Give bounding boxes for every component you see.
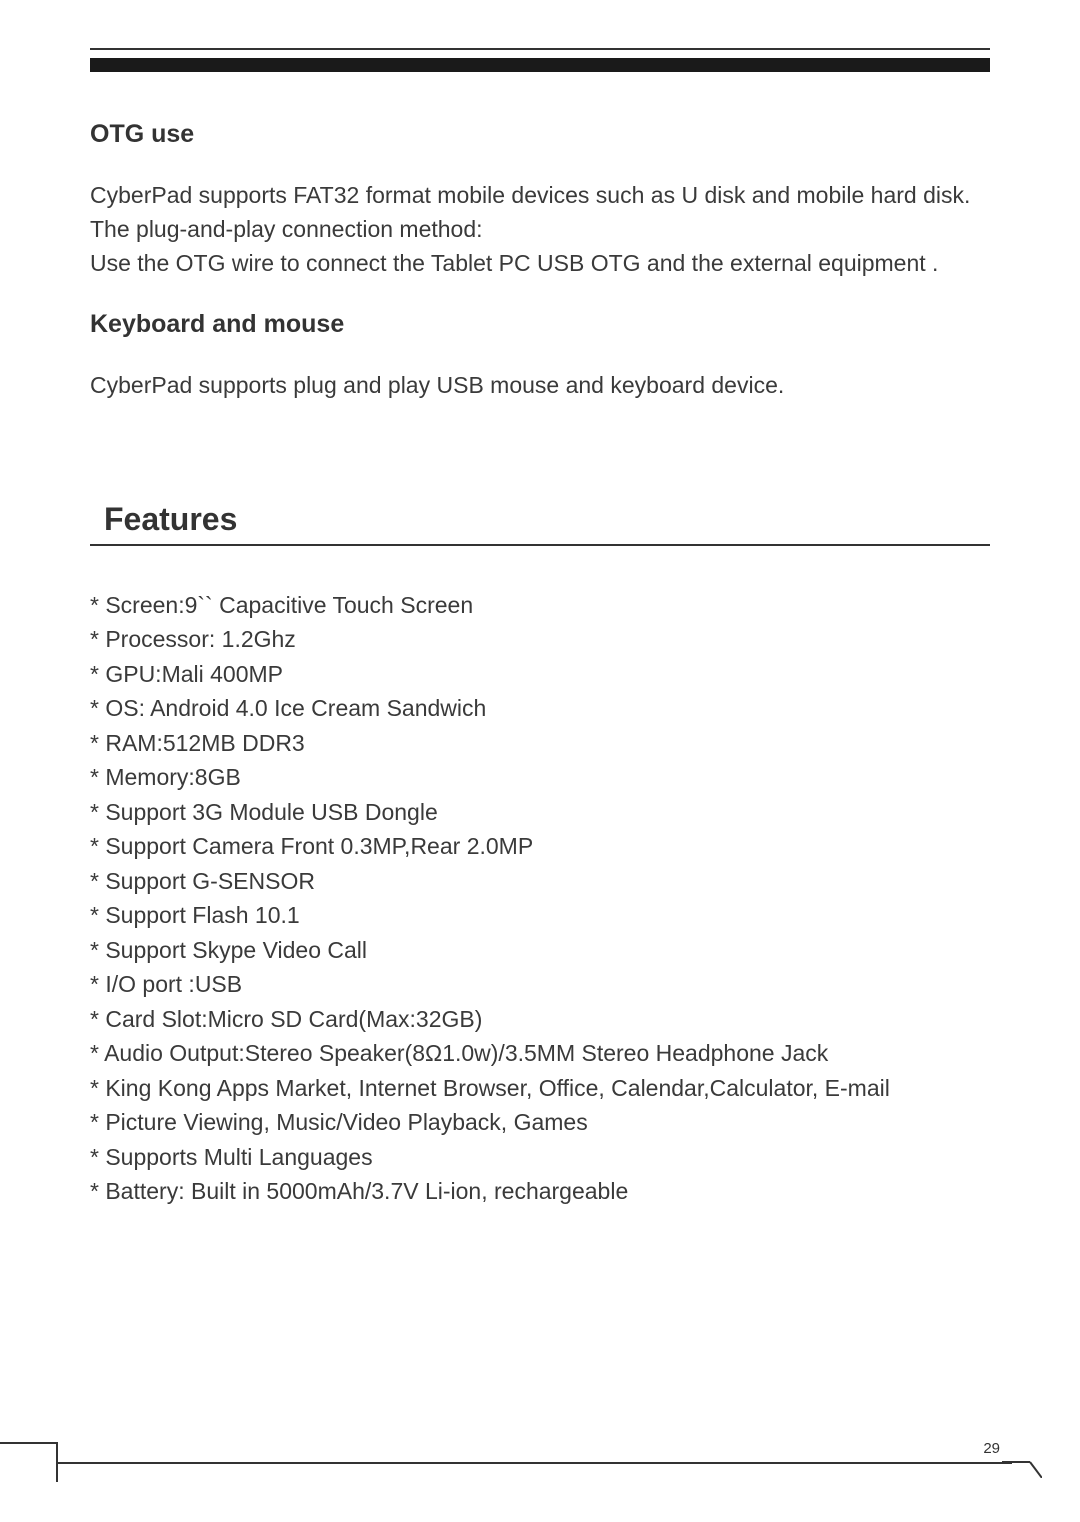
- feature-item: * Audio Output:Stereo Speaker(8Ω1.0w)/3.…: [90, 1036, 990, 1071]
- features-section: Features * Screen:9`` Capacitive Touch S…: [90, 501, 990, 1209]
- feature-item: * Screen:9`` Capacitive Touch Screen: [90, 588, 990, 623]
- header-thin-rule: [90, 48, 990, 50]
- feature-item: * Battery: Built in 5000mAh/3.7V Li-ion,…: [90, 1174, 990, 1209]
- otg-paragraph: The plug-and-play connection method:: [90, 213, 990, 245]
- keyboard-paragraph: CyberPad supports plug and play USB mous…: [90, 369, 990, 401]
- otg-heading: OTG use: [90, 120, 990, 149]
- feature-item: * Processor: 1.2Ghz: [90, 622, 990, 657]
- keyboard-heading: Keyboard and mouse: [90, 310, 990, 339]
- feature-item: * Support Skype Video Call: [90, 933, 990, 968]
- feature-item: * Card Slot:Micro SD Card(Max:32GB): [90, 1002, 990, 1037]
- features-underline: [90, 544, 990, 546]
- feature-item: * I/O port :USB: [90, 967, 990, 1002]
- feature-item: * Support 3G Module USB Dongle: [90, 795, 990, 830]
- otg-section: OTG use CyberPad supports FAT32 format m…: [90, 120, 990, 280]
- features-title: Features: [90, 501, 990, 544]
- feature-item: * King Kong Apps Market, Internet Browse…: [90, 1071, 990, 1106]
- feature-item: * Support Camera Front 0.3MP,Rear 2.0MP: [90, 829, 990, 864]
- footer-main-line: [58, 1462, 1012, 1464]
- footer-bracket-top: [0, 1442, 56, 1444]
- feature-item: * Support Flash 10.1: [90, 898, 990, 933]
- features-list: * Screen:9`` Capacitive Touch Screen * P…: [90, 588, 990, 1209]
- keyboard-section: Keyboard and mouse CyberPad supports plu…: [90, 310, 990, 401]
- page-number: 29: [983, 1440, 1000, 1457]
- page-container: OTG use CyberPad supports FAT32 format m…: [0, 0, 1080, 1522]
- feature-item: * Support G-SENSOR: [90, 864, 990, 899]
- feature-item: * Supports Multi Languages: [90, 1140, 990, 1175]
- feature-item: * GPU:Mali 400MP: [90, 657, 990, 692]
- footer-corner-icon: [1002, 1448, 1042, 1478]
- feature-item: * Picture Viewing, Music/Video Playback,…: [90, 1105, 990, 1140]
- feature-item: * RAM:512MB DDR3: [90, 726, 990, 761]
- feature-item: * OS: Android 4.0 Ice Cream Sandwich: [90, 691, 990, 726]
- page-footer: 29: [0, 1442, 1080, 1482]
- header-thick-rule: [90, 58, 990, 72]
- otg-paragraph: Use the OTG wire to connect the Tablet P…: [90, 247, 990, 279]
- feature-item: * Memory:8GB: [90, 760, 990, 795]
- otg-paragraph: CyberPad supports FAT32 format mobile de…: [90, 179, 990, 211]
